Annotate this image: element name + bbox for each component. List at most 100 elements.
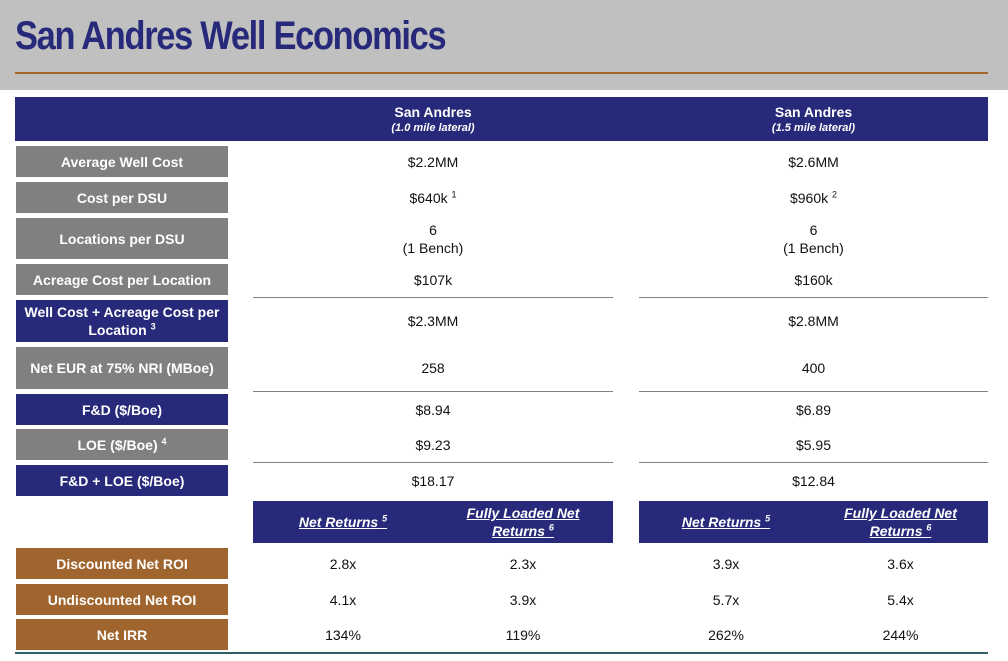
cell-value: 4.1x	[329, 591, 357, 608]
column-header-2-subtitle: (1.5 mile lateral)	[771, 122, 856, 134]
net-returns-header-1: Net Returns 5	[298, 513, 388, 530]
cell-net-eur-2: 400	[639, 347, 988, 389]
cell-fd-2: $6.89	[639, 394, 988, 425]
cell-value: $2.3MM	[407, 313, 459, 329]
cell-fd-1: $8.94	[253, 394, 613, 425]
fully-loaded-returns-header-2: Fully Loaded Net Returns 6	[844, 505, 957, 539]
cell-undiscounted-roi-4: 5.4x	[813, 584, 988, 615]
cell-net-irr-1: 134%	[253, 619, 433, 650]
cell-discounted-roi-4: 3.6x	[813, 548, 988, 579]
cell-value: 119%	[505, 626, 541, 643]
footnote-marker: 4	[161, 435, 167, 446]
footnote-marker: 6	[548, 522, 554, 533]
cell-value: 3.9x	[712, 555, 740, 572]
cell-value: $9.23	[415, 436, 451, 453]
cell-value: $12.84	[792, 472, 835, 489]
cell-value: $2.2MM	[407, 153, 459, 170]
title-underline	[15, 72, 988, 74]
cell-net-eur-1: 258	[253, 347, 613, 389]
column-header-1-title: San Andres	[394, 104, 472, 120]
cell-value: 244%	[882, 626, 919, 643]
cell-undiscounted-roi-1: 4.1x	[253, 584, 433, 615]
cell-value: $8.94	[415, 401, 451, 418]
row-label-text: Locations per DSU	[59, 230, 185, 247]
row-label-text: Net IRR	[96, 626, 148, 643]
separator-line	[639, 391, 988, 392]
cell-value: $6.89	[795, 401, 832, 418]
row-label-net-irr: Net IRR	[16, 619, 228, 650]
returns-header-band-2	[639, 501, 988, 543]
cell-value: $640k 1	[409, 188, 457, 206]
cell-value: $2.6MM	[788, 153, 839, 170]
page-title: San Andres Well Economics	[15, 14, 447, 58]
cell-value: 6	[809, 221, 818, 238]
column-header-band	[15, 97, 988, 141]
cell-value: $2.8MM	[788, 313, 839, 329]
cell-average-well-cost-1: $2.2MM	[253, 146, 613, 177]
row-label-text: F&D + LOE ($/Boe)	[59, 472, 185, 489]
cell-locations-per-dsu-2: 6 (1 Bench)	[639, 218, 988, 259]
cell-undiscounted-roi-2: 3.9x	[433, 584, 613, 615]
separator-line	[639, 462, 988, 463]
cell-value: 134%	[325, 626, 361, 643]
cell-well-plus-acreage-2: $2.8MM	[639, 300, 988, 342]
page-header: San Andres Well Economics	[0, 0, 1008, 90]
column-header-1: San Andres (1.0 mile lateral)	[253, 103, 613, 135]
cell-value: $960k 2	[789, 188, 838, 206]
cell-value: $5.95	[795, 436, 832, 453]
row-label-fd: F&D ($/Boe)	[16, 394, 228, 425]
row-label-text: Cost per DSU	[76, 189, 168, 206]
separator-line	[639, 297, 988, 298]
footnote-marker: 6	[926, 522, 932, 533]
separator-line	[253, 297, 613, 298]
footnote-marker: 2	[832, 188, 838, 199]
cell-value: $18.17	[411, 472, 455, 489]
cell-value: 3.6x	[887, 555, 914, 572]
cell-value: 262%	[708, 626, 744, 643]
cell-well-plus-acreage-1: $2.3MM	[253, 300, 613, 342]
cell-discounted-roi-2: 2.3x	[433, 548, 613, 579]
row-label-text: Discounted Net ROI	[56, 555, 188, 572]
footnote-marker: 5	[382, 513, 388, 524]
row-label-acreage-cost: Acreage Cost per Location	[16, 264, 228, 295]
cell-undiscounted-roi-3: 5.7x	[639, 584, 813, 615]
cell-discounted-roi-3: 3.9x	[639, 548, 813, 579]
cell-net-irr-4: 244%	[813, 619, 988, 650]
cell-value: $160k	[794, 271, 833, 288]
row-label-well-plus-acreage-cost: Well Cost + Acreage Cost per Location 3	[16, 300, 228, 342]
cell-discounted-roi-1: 2.8x	[253, 548, 433, 579]
row-label-locations-per-dsu: Locations per DSU	[16, 218, 228, 259]
row-label-fd-plus-loe: F&D + LOE ($/Boe)	[16, 465, 228, 496]
row-label-text: Undiscounted Net ROI	[47, 591, 197, 608]
row-label-text: Well Cost + Acreage Cost per Location 3	[24, 304, 220, 338]
row-label-text: F&D ($/Boe)	[81, 401, 163, 418]
net-returns-header-2: Net Returns 5	[681, 513, 771, 530]
cell-acreage-cost-1: $107k	[253, 264, 613, 295]
cell-value-secondary: (1 Bench)	[783, 239, 844, 256]
cell-net-irr-3: 262%	[639, 619, 813, 650]
row-label-net-eur: Net EUR at 75% NRI (MBoe)	[16, 347, 228, 389]
cell-value: 6	[429, 221, 437, 238]
cell-cost-per-dsu-1: $640k 1	[253, 182, 613, 213]
cell-cost-per-dsu-2: $960k 2	[639, 182, 988, 213]
cell-fd-plus-loe-1: $18.17	[253, 465, 613, 496]
footnote-marker: 1	[451, 188, 457, 199]
row-label-text: Acreage Cost per Location	[32, 271, 212, 288]
separator-line	[253, 391, 613, 392]
cell-value: $107k	[413, 271, 453, 288]
column-header-2-title: San Andres	[774, 104, 853, 120]
cell-value-secondary: (1 Bench)	[402, 239, 464, 256]
cell-loe-2: $5.95	[639, 429, 988, 460]
row-label-undiscounted-net-roi: Undiscounted Net ROI	[16, 584, 228, 615]
cell-value: 258	[421, 360, 445, 376]
row-label-discounted-net-roi: Discounted Net ROI	[16, 548, 228, 579]
cell-value: 2.8x	[329, 555, 357, 572]
row-label-cost-per-dsu: Cost per DSU	[16, 182, 228, 213]
fully-loaded-returns-header-1: Fully Loaded Net Returns 6	[466, 505, 580, 539]
footnote-marker: 5	[765, 513, 771, 524]
cell-fd-plus-loe-2: $12.84	[639, 465, 988, 496]
cell-value: 3.9x	[509, 591, 537, 608]
cell-value: 5.4x	[887, 591, 914, 608]
row-label-average-well-cost: Average Well Cost	[16, 146, 228, 177]
row-label-text: LOE ($/Boe) 4	[77, 435, 167, 453]
